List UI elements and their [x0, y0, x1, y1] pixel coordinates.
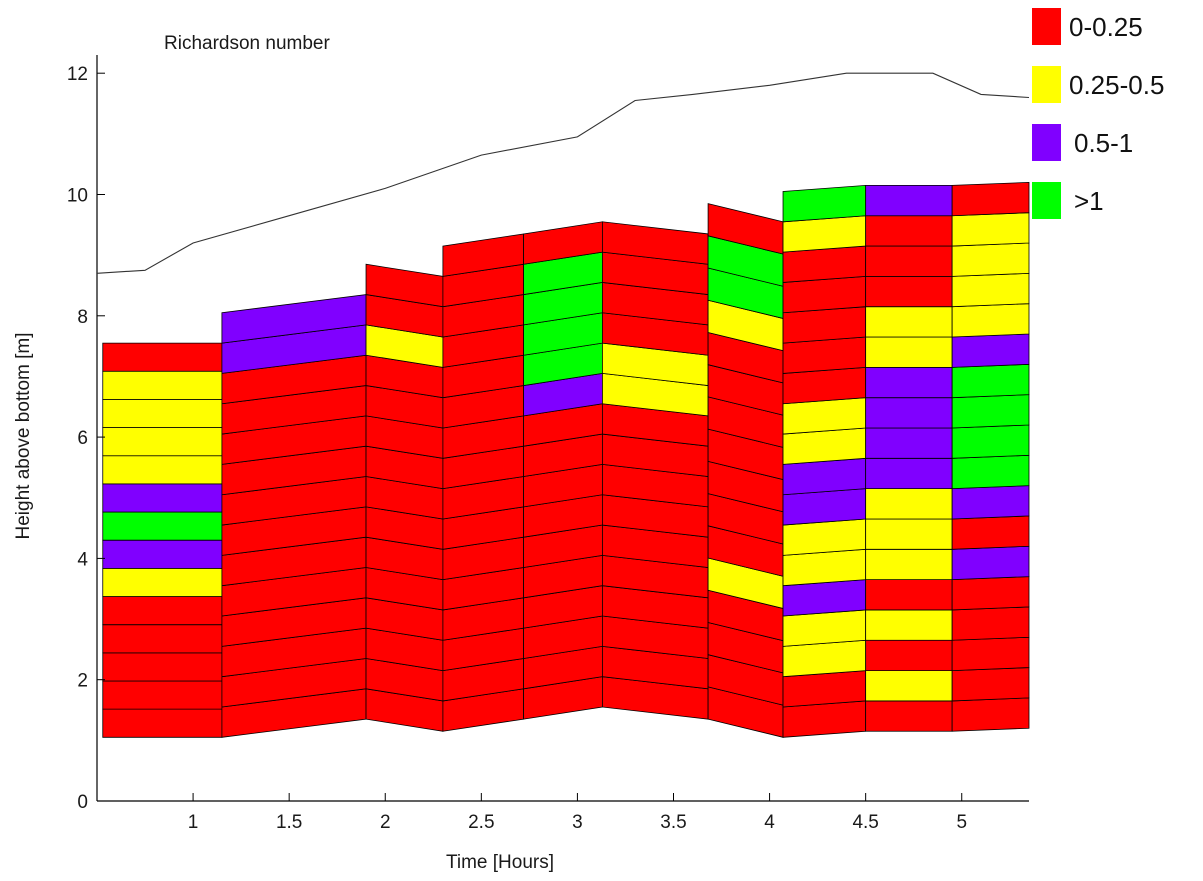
surface-line [96, 72, 1030, 274]
y-tick-label: 4 [77, 549, 88, 570]
y-axis-label: Height above bottom [m] [13, 333, 34, 540]
heatmap-cell [951, 667, 1030, 702]
heatmap-cell [102, 567, 223, 597]
x-tick-label: 2 [380, 812, 391, 833]
heatmap-cell [865, 427, 953, 459]
heatmap-cell [865, 670, 953, 702]
heatmap-cell [102, 342, 223, 372]
heatmap-cell [865, 457, 953, 490]
heatmap-cell [865, 639, 953, 672]
x-tick-label: 4.5 [852, 812, 878, 833]
heatmap-cell [865, 609, 953, 641]
heatmap-cell [951, 181, 1030, 217]
heatmap-cell [951, 272, 1030, 308]
heatmap-cell [951, 545, 1030, 581]
axes [96, 55, 1029, 802]
heatmap-cell [102, 539, 223, 569]
x-tick-label: 3.5 [660, 812, 686, 833]
heatmap-cell [865, 397, 953, 429]
heatmap-cell [865, 548, 953, 581]
heatmap-cell [951, 363, 1030, 399]
x-ticks: 1 1.5 2 2.5 3 3.5 4 4.5 5 [188, 793, 967, 833]
heatmap-cell [951, 242, 1030, 277]
heatmap-cell [102, 652, 223, 682]
heatmap-cell [865, 306, 953, 338]
heatmap-cell [951, 636, 1030, 672]
legend-label: >1 [1074, 186, 1104, 216]
heatmap-cell [951, 697, 1030, 732]
heatmap-cell [865, 184, 953, 217]
heatmap-cell [951, 576, 1030, 611]
y-ticks: 0 2 4 6 8 10 12 [67, 64, 105, 813]
heatmap-cell [951, 606, 1030, 641]
heatmap-cell [865, 488, 953, 520]
heatmap-cell [951, 424, 1030, 459]
legend-label: 0.25-0.5 [1069, 70, 1164, 100]
heatmap-cell [951, 212, 1030, 247]
heatmap-cell [102, 680, 223, 710]
x-tick-label: 3 [572, 812, 583, 833]
legend-swatch [1032, 66, 1061, 103]
y-tick-label: 8 [77, 307, 88, 328]
heatmap-cell [102, 370, 223, 400]
y-tick-label: 6 [77, 428, 88, 449]
x-axis-label: Time [Hours] [446, 852, 554, 873]
x-tick-label: 1.5 [276, 812, 302, 833]
heatmap-cell [865, 366, 953, 399]
y-tick-label: 10 [67, 185, 88, 206]
legend-label: 0.5-1 [1074, 128, 1133, 158]
heatmap-cell [951, 303, 1030, 338]
heatmap-cell [865, 215, 953, 247]
heatmap-cell [951, 515, 1030, 550]
x-tick-label: 1 [188, 812, 199, 833]
heatmap-cell [102, 596, 223, 626]
legend-label: 0-0.25 [1069, 12, 1143, 42]
heatmap-cell [951, 333, 1030, 368]
x-tick-label: 5 [956, 812, 967, 833]
y-tick-label: 0 [77, 792, 88, 813]
y-tick-label: 12 [67, 64, 88, 85]
y-tick-label: 2 [77, 671, 88, 692]
heatmap-cell [102, 427, 223, 457]
heatmap-cell [102, 483, 223, 513]
heatmap-cell [865, 275, 953, 308]
legend-swatch [1032, 124, 1061, 161]
heatmap-cells [102, 181, 1030, 738]
legend: 0-0.25 0.25-0.5 0.5-1 >1 [1032, 8, 1164, 219]
heatmap-cell [865, 245, 953, 277]
x-tick-label: 2.5 [468, 812, 494, 833]
legend-swatch [1032, 8, 1061, 45]
legend-swatch [1032, 182, 1061, 219]
heatmap-cell [865, 700, 953, 732]
heatmap-cell [102, 624, 223, 654]
heatmap-cell [782, 184, 867, 223]
heatmap-cell [951, 454, 1030, 490]
heatmap-cell [102, 511, 223, 541]
heatmap-cell [951, 485, 1030, 520]
heatmap-cell [865, 579, 953, 611]
heatmap-cell [102, 455, 223, 485]
heatmap-cell [102, 399, 223, 428]
heatmap-cell [102, 708, 223, 738]
chart-title: Richardson number [164, 33, 330, 54]
heatmap-cell [951, 394, 1030, 429]
heatmap-cell [865, 518, 953, 550]
heatmap-cell [865, 336, 953, 368]
x-tick-label: 4 [764, 812, 775, 833]
